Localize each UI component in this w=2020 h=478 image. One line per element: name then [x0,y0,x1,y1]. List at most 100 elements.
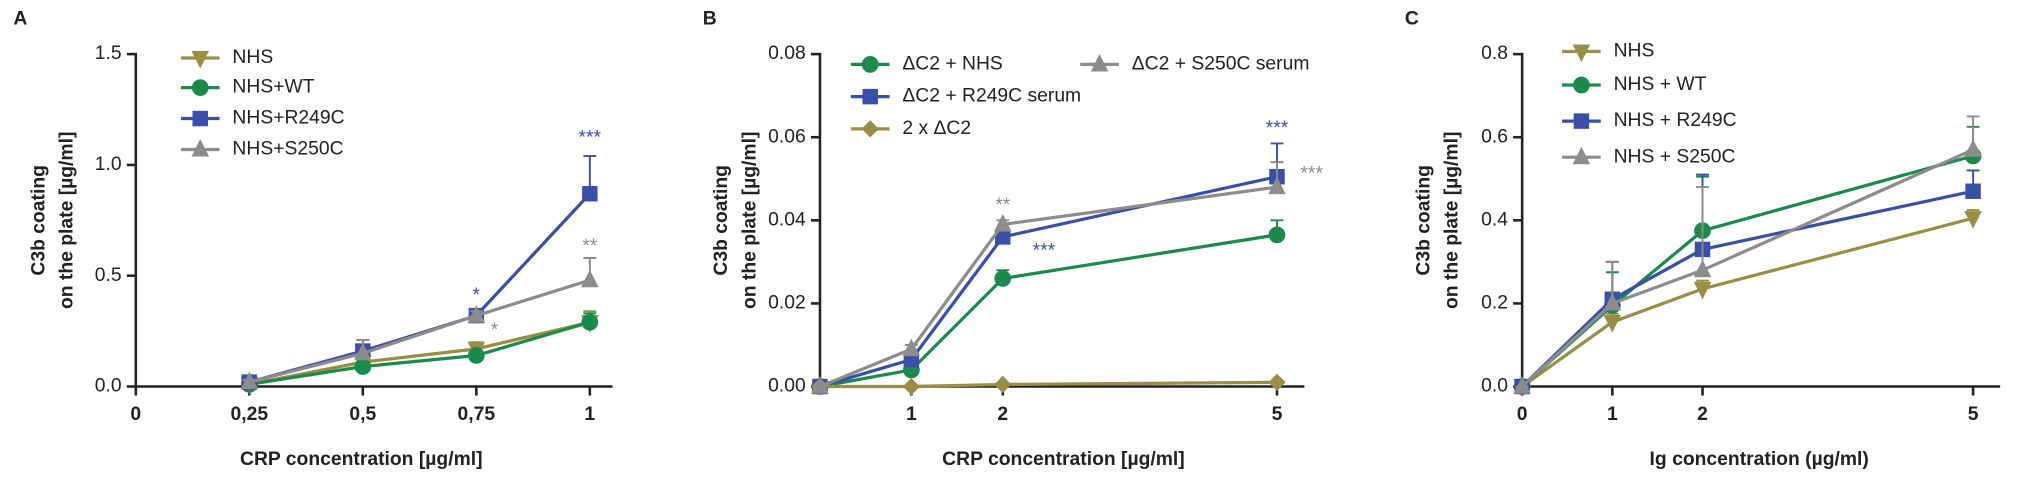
marker [1090,53,1109,72]
x-axis-label: CRP concentration [µg/ml] [240,449,483,470]
legend-label: ΔC2 + R249C serum [902,86,1081,107]
marker [811,376,829,394]
x-axis-label: CRP concentration [µg/ml] [942,449,1185,470]
x-tick-label: 0 [130,404,141,425]
significance-label: *** [1300,164,1323,185]
marker [467,347,485,364]
y-tick-label: 0.04 [768,209,806,230]
marker [240,371,259,390]
x-tick-label: 0,5 [349,404,376,425]
marker [862,88,878,105]
series-line [1521,148,1974,388]
y-axis-label: on the plate [µg/ml] [1442,132,1463,309]
series-line [249,320,591,386]
marker [902,338,921,357]
series-line [249,320,591,386]
x-tick-label: 5 [1968,404,1979,425]
y-tick-label: 0.00 [768,376,806,397]
y-tick-label: 0.02 [768,293,806,314]
marker [1693,281,1712,300]
y-tick-label: 1.5 [95,43,122,64]
legend-label: NHS+R249C [232,108,344,129]
significance-label: *** [1033,241,1056,262]
marker [1603,292,1622,311]
legend-label: NHS+S250C [232,139,343,160]
x-tick-label: 2 [997,404,1008,425]
marker [191,138,210,157]
y-axis-label: C3b coating [1413,165,1434,276]
marker [1964,211,1982,229]
marker [1268,373,1286,392]
series-line [1521,189,1974,388]
legend-label: NHS + S250C [1614,146,1736,167]
marker [1572,146,1591,165]
marker [1573,76,1590,94]
marker [1965,183,1981,199]
series-line [819,185,1278,389]
marker [581,269,599,288]
significance-label: ** [582,236,598,257]
y-tick-label: 1.0 [95,154,122,175]
y-tick-label: 0.8 [1481,43,1508,64]
series-line [819,233,1278,389]
panel-label: A [13,8,27,29]
marker [354,342,372,361]
marker [1573,113,1590,129]
marker [581,313,599,331]
y-tick-label: 0.06 [768,126,806,147]
legend-label: NHS + R249C [1614,110,1737,131]
marker [1964,139,1982,157]
significance-label: ** [995,195,1011,216]
panel-label: B [703,8,717,29]
marker [1268,226,1286,244]
marker [994,270,1012,287]
y-tick-label: 0.0 [1481,376,1508,397]
y-tick-label: 0.4 [1481,209,1508,230]
panel-label: C [1405,8,1419,29]
x-tick-label: 1 [1607,404,1618,425]
series-line [819,380,1277,389]
series-line [1521,154,1974,388]
x-axis-label: Ig concentration (µg/ml) [1650,449,1869,470]
y-tick-label: 0.5 [95,265,122,286]
x-tick-label: 1 [906,404,917,425]
x-tick-label: 1 [584,404,595,425]
marker [191,79,209,96]
legend-label: NHS + WT [1614,74,1707,95]
y-axis-label: C3b coating [28,165,49,276]
legend-label: ΔC2 + NHS [902,54,1002,75]
series-line [248,192,592,384]
x-tick-label: 0,25 [231,404,269,425]
significance-label: * [491,320,499,341]
x-tick-label: 5 [1272,404,1283,425]
y-tick-label: 0.2 [1481,293,1508,314]
marker [861,56,879,73]
marker [1693,259,1712,278]
marker [1268,176,1286,195]
y-axis-label: on the plate [µg/ml] [57,132,78,309]
legend-label: NHS [1614,41,1655,62]
marker [582,185,598,202]
y-axis-label: C3b coating [711,165,732,276]
marker [1513,376,1531,394]
marker [993,214,1012,232]
legend-label: NHS [232,47,273,68]
y-axis-label: on the plate [µg/ml] [739,132,760,309]
marker [467,305,486,323]
series-line [1521,216,1974,388]
significance-label: * [473,285,481,306]
significance-label: *** [1266,118,1289,139]
y-tick-label: 0.6 [1481,126,1508,147]
marker [1603,315,1622,333]
marker [354,358,372,375]
marker [192,110,208,127]
y-tick-label: 0.08 [768,43,806,64]
marker [191,50,210,69]
y-tick-label: 0.0 [95,376,122,397]
x-tick-label: 2 [1697,404,1708,425]
marker [861,120,879,138]
series-line [248,278,591,384]
significance-label: *** [579,127,602,148]
x-tick-label: 0 [1517,404,1528,425]
legend-label: NHS+WT [232,77,314,98]
